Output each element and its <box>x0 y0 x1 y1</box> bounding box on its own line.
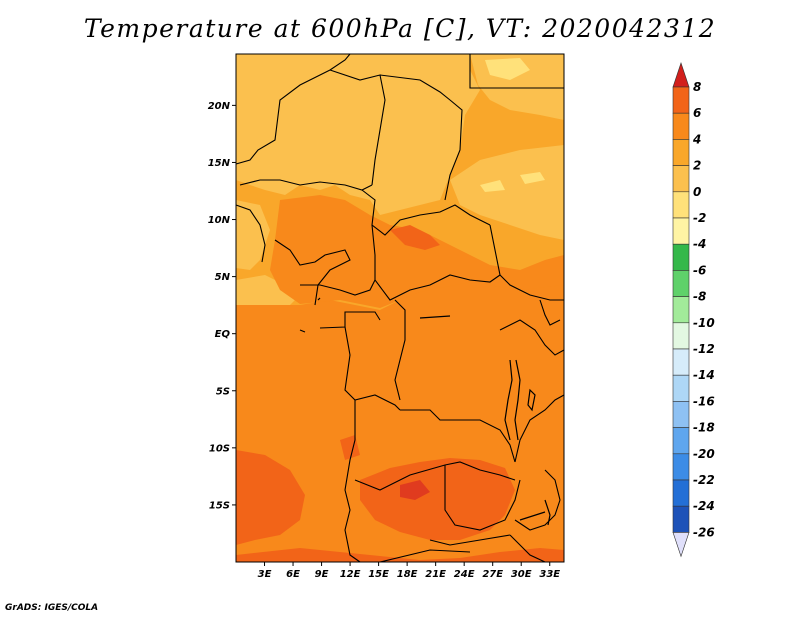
colorbar-level-label: 2 <box>693 159 701 173</box>
lon-tick-label: 12E <box>340 569 361 580</box>
lat-tick-label: 15S <box>209 500 230 511</box>
colorbar-top-arrow <box>672 62 690 88</box>
colorbar-level-label: -14 <box>693 368 715 382</box>
colorbar-swatch <box>672 401 690 428</box>
colorbar-swatch <box>672 217 690 245</box>
colorbar-swatch <box>672 453 690 481</box>
lat-tick-label: 5S <box>216 386 230 397</box>
lon-tick-label: 9E <box>315 569 329 580</box>
colorbar-swatch <box>672 479 690 507</box>
colorbar-swatch <box>672 270 690 297</box>
grads-credit: GrADS: IGES/COLA <box>5 603 99 613</box>
colorbar-swatch <box>672 348 690 376</box>
lon-tick-label: 33E <box>539 569 560 580</box>
colorbar-swatch <box>672 374 690 402</box>
lon-tick-label: 3E <box>258 569 272 580</box>
colorbar-swatch <box>672 427 690 455</box>
colorbar-swatch <box>672 243 690 271</box>
map-frame <box>235 53 565 563</box>
colorbar-level-label: -2 <box>693 211 706 225</box>
colorbar-level-label: -12 <box>693 342 715 356</box>
colorbar-level-label: -24 <box>693 499 715 513</box>
lat-tick-label: 15N <box>208 158 231 169</box>
colorbar-swatch <box>672 505 690 533</box>
lon-tick-label: 15E <box>368 569 389 580</box>
colorbar-level-label: 6 <box>693 106 701 120</box>
colorbar-swatch <box>672 86 690 114</box>
longitude-axis: 3E 6E 9E 12E 15E 18E 21E 24E 27E 30E 33E <box>258 562 560 580</box>
colorbar-level-label: -26 <box>693 525 715 539</box>
lat-tick-label: EQ <box>215 329 231 340</box>
latitude-axis: 20N 15N 10N 5N EQ 5S 10S 15S <box>208 101 236 511</box>
lon-tick-label: 27E <box>482 569 503 580</box>
lon-tick-label: 30E <box>511 569 532 580</box>
colorbar-swatch <box>672 322 690 350</box>
colorbar-level-label: -16 <box>693 394 715 408</box>
colorbar-level-label: -8 <box>693 290 706 304</box>
lon-tick-label: 21E <box>425 569 446 580</box>
lake-outlines <box>299 297 551 526</box>
lon-tick-label: 24E <box>454 569 475 580</box>
colorbar-level-label: -4 <box>693 237 706 251</box>
colorbar-swatch <box>672 296 690 324</box>
colorbar-swatch <box>672 112 690 140</box>
colorbar-swatch <box>672 165 690 193</box>
colorbar-level-label: -20 <box>693 447 715 461</box>
lon-tick-label: 18E <box>397 569 418 580</box>
field-contours-hot <box>236 225 564 562</box>
colorbar-level-label: 0 <box>693 185 701 199</box>
colorbar-swatch <box>672 139 690 166</box>
colorbar-bottom-arrow <box>672 532 690 558</box>
field-contours-pale <box>480 58 545 192</box>
colorbar-level-label: -22 <box>693 473 715 487</box>
map-title: Temperature at 600hPa [C], VT: 202004231… <box>83 14 717 43</box>
lat-tick-label: 10S <box>209 443 230 454</box>
lat-tick-label: 5N <box>215 272 231 283</box>
country-borders <box>235 53 565 563</box>
colorbar-level-label: 4 <box>692 132 701 146</box>
colorbar-level-label: -18 <box>693 421 715 435</box>
lat-tick-label: 10N <box>208 215 231 226</box>
colorbar: 8 6 4 2 0 -2 -4 -6 -8 -10 -12 -14 -16 -18 -20 -22 -24 -26 <box>672 62 715 558</box>
colorbar-level-label: -10 <box>693 316 715 330</box>
colorbar-level-label: 8 <box>693 80 701 94</box>
field-contours-light <box>236 54 564 308</box>
field-contours-hottest <box>400 480 430 500</box>
map-panel <box>235 53 565 563</box>
colorbar-level-label: -6 <box>693 263 706 277</box>
lon-tick-label: 6E <box>286 569 300 580</box>
lat-tick-label: 20N <box>208 101 231 112</box>
colorbar-swatch <box>672 191 690 219</box>
